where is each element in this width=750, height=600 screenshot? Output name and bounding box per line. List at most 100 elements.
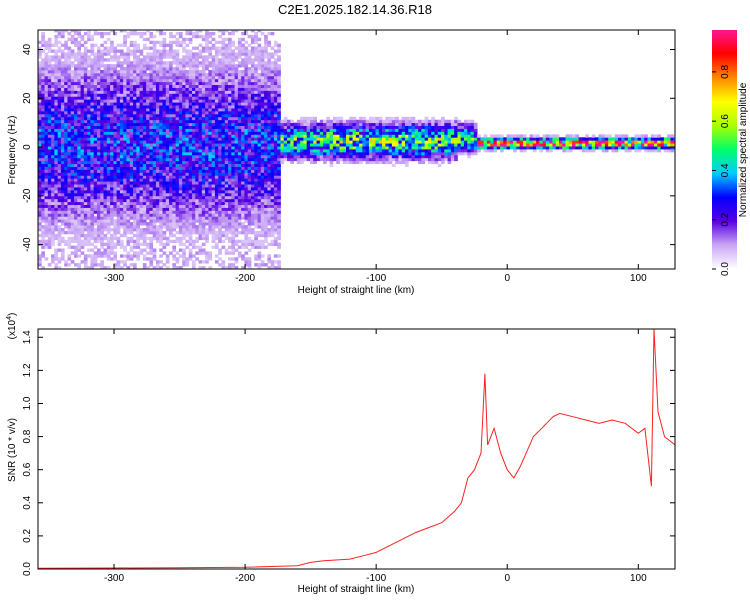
spectrogram-cell [218, 172, 222, 176]
spectrogram-cell [136, 64, 140, 68]
spectrogram-cell [178, 242, 183, 246]
spectrogram-cell [169, 55, 173, 59]
spectrogram-cell [87, 163, 91, 167]
spectrogram-cell [116, 189, 121, 194]
spectrogram-cell [44, 163, 49, 167]
spectrogram-cell [146, 192, 150, 197]
spectrogram-cell [205, 137, 209, 141]
spectrogram-cell [44, 207, 49, 211]
spectrogram-cell [93, 75, 98, 80]
spectrogram-cell [175, 102, 180, 106]
spectrogram-cell [123, 108, 127, 112]
spectrogram-cell [231, 233, 236, 238]
spectrogram-cell [126, 187, 131, 191]
spectrogram-cell [113, 93, 118, 97]
spectrogram-cell [257, 219, 262, 223]
spectrogram-cell [195, 52, 199, 56]
spectrogram-cell [57, 207, 62, 211]
spectrogram-cell [201, 166, 206, 170]
spectrogram-cell [162, 67, 167, 71]
spectrogram-cell [38, 72, 42, 77]
spectrogram-cell [218, 192, 222, 197]
spectrogram-cell [149, 228, 154, 232]
spectrogram-cell [133, 160, 137, 165]
spectrogram-cell [74, 105, 78, 109]
spectrogram-cell [67, 239, 72, 244]
spectrogram-cell [228, 64, 232, 68]
spectrogram-cell [205, 257, 209, 261]
spectrogram-cell [214, 81, 219, 86]
spectrogram-cell [142, 163, 147, 167]
spectrogram-cell [149, 78, 154, 83]
spectrogram-cell [70, 216, 75, 220]
spectrogram-cell [175, 184, 180, 188]
spectrogram-cell [136, 222, 140, 226]
spectrogram-cell [51, 239, 55, 244]
spectrogram-cell [106, 184, 111, 188]
spectrogram-cell [47, 201, 52, 206]
spectrogram-cell [185, 245, 190, 249]
spectrogram-cell [87, 166, 91, 170]
spectrogram-cell [51, 96, 55, 100]
spectrogram-cell [123, 81, 127, 86]
spectrogram-cell [57, 154, 62, 159]
spectrogram-cell [205, 260, 209, 264]
spectrogram-cell [123, 181, 127, 185]
spectrogram-cell [192, 93, 196, 97]
spectrogram-cell [231, 184, 236, 188]
spectrogram-cell [126, 90, 131, 94]
spectrogram-cell [234, 248, 239, 252]
spectrogram-cell [250, 108, 255, 112]
spectrogram-cell [139, 195, 144, 200]
spectrogram-cell [159, 189, 163, 194]
spectrogram-cell [96, 184, 101, 188]
spectrogram-cell [44, 257, 49, 261]
spectrogram-cell [172, 110, 177, 115]
spectrogram-cell [136, 169, 140, 173]
spectrogram-cell [195, 143, 199, 147]
spectrogram-cell [106, 187, 111, 191]
spectrogram-cell [123, 113, 127, 118]
spectrogram-cell [192, 151, 196, 156]
spectrogram-cell [129, 157, 134, 162]
spectrogram-cell [250, 137, 255, 141]
spectrogram-cell [201, 49, 206, 53]
spectrogram-cell [146, 46, 150, 50]
spectrogram-cell [87, 49, 91, 53]
spectrogram-cell [93, 143, 98, 147]
spectrogram-cell [244, 192, 249, 197]
spectrogram-cell [96, 201, 101, 206]
spectrogram-cell [146, 187, 150, 191]
spectrogram-cell [228, 228, 232, 232]
spectrogram-cell [47, 210, 52, 214]
spectrogram-cell [60, 207, 65, 211]
spectrogram-cell [241, 108, 245, 112]
spectrogram-cell [90, 189, 95, 194]
spectrogram-cell [254, 210, 258, 214]
spectrogram-cell [139, 93, 144, 97]
spectrogram-cell [93, 31, 98, 36]
spectrogram-cell [103, 236, 108, 241]
spectrogram-cell [126, 75, 131, 80]
spectrogram-cell [113, 201, 118, 206]
spectrogram-cell [136, 146, 140, 150]
spectrogram-cell [142, 143, 147, 147]
spectrogram-cell [103, 116, 108, 121]
spectrogram-cell [77, 96, 81, 100]
spectrogram-cell [155, 75, 160, 80]
spectrogram-cell [149, 102, 154, 106]
spectrogram-cell [244, 116, 249, 121]
spectrogram-cell [159, 242, 163, 246]
spectrogram-cell [185, 172, 190, 176]
spectrogram-cell [244, 110, 249, 115]
spectrogram-cell [165, 49, 170, 53]
spectrogram-cell [152, 236, 157, 241]
spectrogram-cell [83, 128, 88, 132]
spectrogram-cell [51, 257, 55, 261]
spectrogram-cell [169, 219, 173, 223]
spectrogram-cell [224, 210, 229, 214]
spectrogram-cell [51, 119, 55, 124]
spectrogram-cell [264, 178, 268, 182]
spectrogram-cell [205, 119, 209, 124]
spectrogram-cell [67, 81, 72, 86]
